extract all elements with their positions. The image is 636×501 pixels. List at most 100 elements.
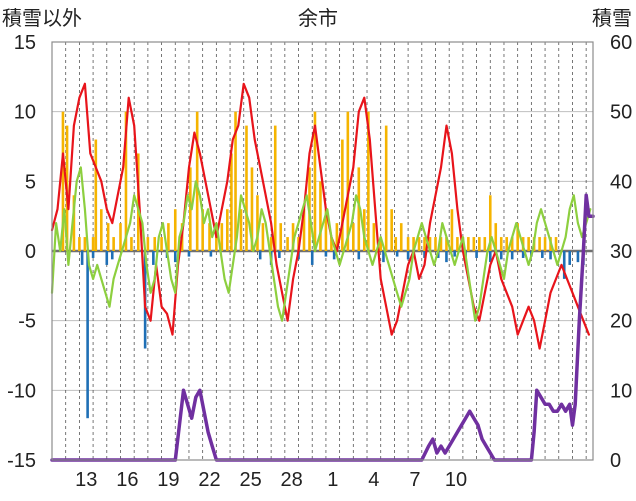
orange-bar bbox=[467, 237, 470, 251]
orange-bar bbox=[434, 237, 437, 251]
orange-bar bbox=[516, 223, 519, 251]
orange-bar bbox=[313, 111, 317, 252]
blue-bar bbox=[475, 251, 478, 258]
orange-bar bbox=[83, 237, 87, 251]
orange-bar bbox=[335, 223, 339, 251]
orange-bar bbox=[234, 111, 237, 252]
x-tick-label: 28 bbox=[281, 469, 303, 491]
red-series-line bbox=[50, 82, 590, 350]
orange-bar bbox=[494, 223, 498, 251]
orange-bar bbox=[250, 167, 254, 251]
x-tick-label: 19 bbox=[157, 469, 179, 491]
orange-bar bbox=[201, 209, 204, 251]
orange-bar bbox=[78, 237, 81, 251]
orange-bar bbox=[302, 209, 306, 251]
orange-bar bbox=[554, 237, 558, 251]
orange-bar bbox=[124, 111, 128, 252]
blue-bar bbox=[541, 251, 544, 258]
orange-bar bbox=[324, 209, 328, 251]
blue-bar bbox=[568, 251, 572, 265]
x-tick-label: 25 bbox=[239, 469, 261, 491]
y-right-tick-label: 50 bbox=[610, 102, 632, 124]
orange-bar bbox=[160, 237, 163, 251]
x-tick-label: 4 bbox=[368, 469, 379, 491]
y-right-tick-label: 10 bbox=[610, 380, 632, 402]
orange-bar bbox=[445, 237, 448, 251]
orange-bar bbox=[112, 237, 115, 251]
orange-bar bbox=[439, 237, 443, 251]
orange-bar bbox=[399, 223, 403, 251]
blue-bar bbox=[91, 251, 95, 258]
blue-bar bbox=[576, 251, 580, 263]
plot-frame bbox=[51, 41, 594, 461]
y-left-tick-label: 15 bbox=[14, 32, 36, 54]
y-left-tick-label: 5 bbox=[25, 171, 36, 193]
blue-bar bbox=[521, 251, 525, 258]
orange-bar bbox=[245, 125, 248, 251]
orange-bar bbox=[505, 237, 509, 251]
blue-bar bbox=[499, 251, 503, 260]
orange-bar bbox=[130, 237, 133, 251]
orange-bar bbox=[173, 209, 177, 251]
orange-bar bbox=[428, 237, 432, 251]
orange-bar bbox=[195, 111, 199, 252]
orange-bar bbox=[406, 237, 410, 251]
orange-bar bbox=[291, 223, 295, 251]
orange-bar bbox=[100, 209, 103, 251]
orange-bar bbox=[106, 223, 110, 251]
orange-bar bbox=[273, 125, 277, 251]
blue-bar bbox=[209, 251, 213, 257]
orange-bar bbox=[319, 181, 322, 251]
blue-bar bbox=[395, 251, 399, 257]
x-tick-label: 1 bbox=[327, 469, 338, 491]
right-axis-label: 積雪 bbox=[592, 7, 632, 30]
orange-bar bbox=[456, 237, 459, 251]
blue-bar bbox=[187, 251, 191, 257]
orange-bar bbox=[91, 237, 95, 251]
orange-bar bbox=[220, 223, 224, 251]
blue-bar bbox=[406, 251, 410, 260]
blue-bar bbox=[105, 251, 109, 265]
orange-bar bbox=[478, 237, 481, 251]
blue-bar bbox=[86, 251, 89, 419]
blue-bar bbox=[453, 251, 456, 257]
y-left-tick-label: 10 bbox=[14, 102, 36, 124]
orange-bar bbox=[417, 237, 421, 251]
y-right-tick-label: 40 bbox=[610, 171, 632, 193]
orange-bar bbox=[261, 223, 265, 251]
orange-bar bbox=[352, 223, 355, 251]
blue-bar bbox=[488, 251, 492, 263]
plot-border bbox=[51, 41, 594, 461]
y-left-tick-label: -10 bbox=[7, 380, 36, 402]
orange-bar bbox=[346, 111, 350, 252]
left-axis-label: 積雪以外 bbox=[2, 7, 82, 30]
snow-series-line bbox=[50, 193, 595, 462]
orange-bar bbox=[367, 111, 370, 252]
orange-bar bbox=[279, 223, 283, 251]
orange-bar bbox=[153, 237, 157, 251]
gridlines bbox=[52, 41, 593, 461]
orange-bar bbox=[483, 237, 487, 251]
x-tick-label: 10 bbox=[445, 469, 467, 491]
orange-bar bbox=[379, 237, 383, 251]
orange-bar bbox=[239, 209, 243, 251]
chart-title: 余市 bbox=[298, 7, 338, 30]
blue-bar bbox=[357, 251, 361, 260]
orange-bar bbox=[330, 237, 333, 251]
blue-bar bbox=[110, 251, 114, 260]
blue-bar bbox=[445, 251, 448, 263]
orange-bar bbox=[390, 209, 393, 251]
orange-bar bbox=[357, 167, 361, 251]
orange-bar bbox=[256, 195, 259, 251]
y-right-tick-label: 0 bbox=[610, 450, 621, 472]
orange-bar bbox=[167, 223, 170, 251]
blue-bar bbox=[173, 251, 177, 263]
blue-bar bbox=[310, 251, 314, 265]
orange-bar bbox=[119, 223, 122, 251]
blue-bar bbox=[258, 251, 262, 260]
blue-bar bbox=[423, 251, 426, 258]
orange-bar bbox=[538, 237, 541, 251]
blue-bar bbox=[549, 251, 552, 260]
